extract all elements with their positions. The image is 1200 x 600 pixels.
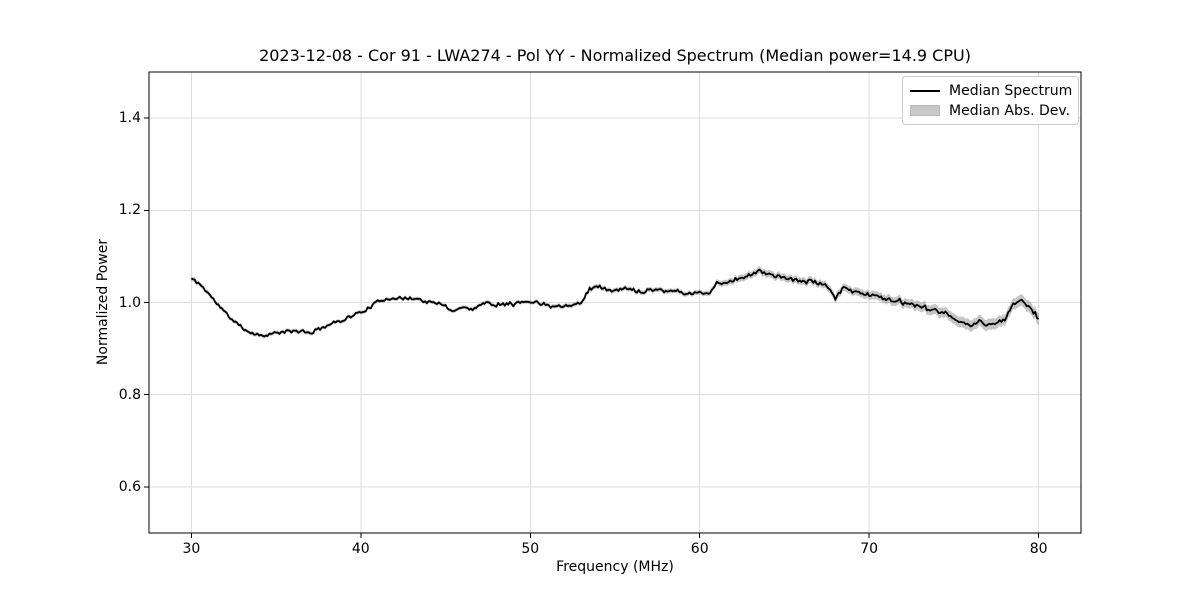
legend-item-median-abs-dev: Median Abs. Dev. [910,103,1071,119]
legend: Median Spectrum Median Abs. Dev. [902,76,1079,125]
legend-label-median-abs-dev: Median Abs. Dev. [949,102,1071,119]
y-tick-label: 1.4 [118,110,141,127]
x-tick-label: 30 [182,541,201,557]
y-tick-label: 1.2 [118,202,141,219]
legend-line-swatch [910,89,940,92]
median-spectrum-line [190,268,1040,338]
legend-label-median-spectrum: Median Spectrum [949,82,1073,99]
x-tick-label: 70 [860,541,879,557]
x-axis-label: Frequency (MHz) [556,559,674,575]
y-tick-label: 0.8 [118,386,141,403]
plot-title: 2023-12-08 - Cor 91 - LWA274 - Pol YY - … [259,46,971,65]
x-tick-label: 40 [351,541,370,557]
y-tick-label: 1.0 [118,294,141,311]
mad-band [191,266,1039,339]
x-tick-label: 80 [1029,541,1048,557]
x-tick-label: 50 [521,541,540,557]
x-tick-label: 60 [690,541,709,557]
y-tick-label: 0.6 [118,478,141,495]
y-axis-label: Normalized Power [95,238,111,366]
legend-item-median-spectrum: Median Spectrum [910,82,1073,99]
legend-patch-swatch [910,105,940,116]
